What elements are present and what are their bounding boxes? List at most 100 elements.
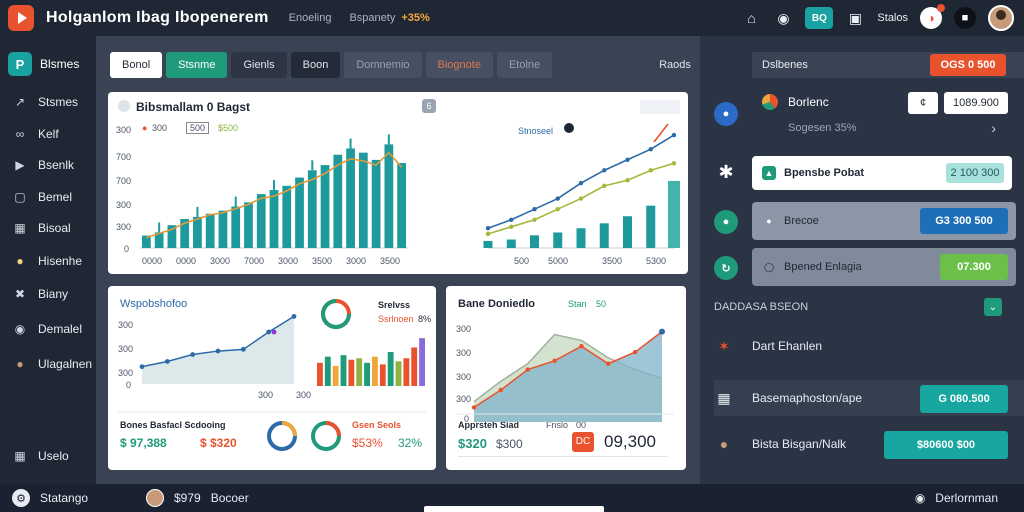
- top-meta-1[interactable]: Enoeling: [288, 12, 332, 24]
- chat-icon[interactable]: ◉: [914, 491, 926, 505]
- balance-input[interactable]: 1089.900: [944, 92, 1008, 114]
- brecoe-box[interactable]: ● Brecoe G3 300 500: [752, 202, 1016, 240]
- currency-button[interactable]: ¢: [908, 92, 938, 114]
- point: [632, 349, 638, 355]
- sidebar-item-8[interactable]: ● Ulagalnen: [12, 356, 96, 372]
- teal-button[interactable]: BQ: [805, 7, 834, 29]
- bar: [387, 352, 394, 386]
- box-button[interactable]: 07.300: [940, 254, 1008, 280]
- ytick-0: 300: [456, 324, 472, 334]
- refresh-icon[interactable]: ↻: [714, 256, 738, 280]
- sidebar-item-label: Biany: [38, 287, 69, 301]
- home-icon[interactable]: ⌂: [747, 10, 756, 26]
- bar: [364, 362, 370, 386]
- point: [648, 146, 653, 152]
- dark-icon[interactable]: ■: [954, 7, 976, 29]
- grid-icon: ▦: [14, 449, 26, 463]
- right-header-button[interactable]: OGS 0 500: [930, 54, 1006, 76]
- gear-icon[interactable]: ⚙: [12, 489, 30, 507]
- bar: [346, 148, 355, 248]
- box-button[interactable]: G3 300 500: [920, 208, 1008, 234]
- list-item-button[interactable]: G 080.500: [920, 385, 1008, 413]
- list-item-1[interactable]: ▦ Basemaphoston/ape G 080.500: [714, 380, 1024, 416]
- sidebar-item-2[interactable]: ▶ Bsenlk: [12, 157, 96, 173]
- bar: [379, 364, 386, 386]
- footer-val-1: $ 97,388: [120, 436, 167, 450]
- sidebar-item-4[interactable]: ▦ Bisoal: [12, 220, 96, 236]
- target-icon[interactable]: ◉: [777, 9, 790, 26]
- main-chart-card: Bibsmallam 0 Bagst 6 ● 300 500 $500 Stno…: [108, 92, 688, 274]
- grid-icon[interactable]: ▣: [848, 9, 863, 26]
- tab-3[interactable]: Boon: [290, 52, 341, 78]
- point: [190, 352, 196, 357]
- tab-1[interactable]: Stsnme: [166, 52, 228, 78]
- wallet-icon[interactable]: ●: [714, 102, 738, 126]
- main-right-label[interactable]: Raods: [650, 52, 700, 78]
- right-header: Dslbenes OGS 0 500: [752, 52, 1024, 78]
- settings-label[interactable]: Statango: [40, 491, 89, 505]
- tab-0[interactable]: Bonol: [110, 52, 163, 78]
- status-label[interactable]: Stalos: [877, 12, 908, 24]
- sidebar-item-label: Hisenhe: [38, 254, 83, 268]
- user-avatar-small[interactable]: [146, 489, 164, 507]
- point: [555, 196, 560, 201]
- bar: [395, 361, 402, 386]
- list-item-0[interactable]: ✶ Dart Ehanlen: [714, 328, 1024, 364]
- app-logo[interactable]: [8, 5, 34, 31]
- horizontal-scrollbar[interactable]: [424, 506, 604, 512]
- point: [555, 206, 560, 212]
- tab-4[interactable]: Domnemio: [344, 52, 422, 78]
- bar: [332, 365, 339, 386]
- chevron-right-icon[interactable]: ›: [991, 120, 996, 136]
- ytick-1: 300: [456, 348, 472, 358]
- sidebar-item-1[interactable]: ∞ Kelf: [12, 126, 96, 142]
- balance-row: Borlenc ¢ 1089.900 Sogesen 35% ›: [752, 88, 1024, 144]
- brand-icon: P: [8, 52, 32, 76]
- ytick-0: 300: [118, 320, 134, 330]
- enlagia-box[interactable]: ◯ Bpened Enlagia 07.300: [752, 248, 1016, 286]
- list-item-button[interactable]: $80600 $00: [884, 431, 1008, 459]
- swap-icon[interactable]: ●: [714, 210, 738, 234]
- box-icon: ●: [766, 216, 772, 226]
- sidebar-brand[interactable]: P Blsmes: [8, 52, 79, 76]
- box-button[interactable]: 2 100 300: [946, 163, 1004, 183]
- tab-5[interactable]: Biognote: [425, 52, 493, 78]
- pobat-box[interactable]: ▲ Bpensbe Pobat 2 100 300: [752, 156, 1012, 190]
- sidebar-item-6[interactable]: ✖ Biany: [12, 286, 96, 302]
- bar: [167, 225, 177, 248]
- top-meta-2[interactable]: Bspanety: [349, 12, 396, 24]
- avatar-icon: ●: [16, 357, 24, 371]
- tab-6[interactable]: Etolne: [496, 52, 553, 78]
- list-item-2[interactable]: ● Bista Bisgan/Nalk $80600 $00: [714, 426, 1024, 462]
- legend-chip[interactable]: [640, 100, 680, 114]
- sidebar-item-0[interactable]: ↗ Stsmes: [12, 94, 96, 110]
- area-chart-card: Bane Doniedlo Stan 50 300 300 300 300 0 …: [446, 286, 686, 470]
- point: [271, 329, 277, 335]
- area-fill: [474, 331, 662, 422]
- area-fill: [142, 316, 294, 384]
- chevron-down-icon[interactable]: ⌄: [984, 298, 1002, 316]
- ytick-5: 0: [124, 244, 130, 254]
- bar: [307, 170, 317, 248]
- right-panel: Dslbenes OGS 0 500 ● ✱ ● ↻ Borlenc ¢ 108…: [700, 36, 1024, 484]
- badge[interactable]: DC: [572, 432, 594, 452]
- point: [525, 367, 530, 372]
- footer-label: Apprsteh Siad: [458, 420, 520, 430]
- xtick-2: 3000: [210, 256, 231, 266]
- sidebar-item-5[interactable]: ● Hisenhe: [12, 253, 96, 269]
- bar: [348, 359, 355, 386]
- sidebar-item-3[interactable]: ▢ Bemel: [12, 189, 96, 205]
- main-area: Bonol Stsnme Gienls Boon Domnemio Biogno…: [96, 36, 700, 484]
- bottom-right-label[interactable]: Derlornman: [935, 491, 998, 505]
- point: [578, 196, 584, 201]
- tools-icon: ✖: [14, 287, 26, 301]
- spinner-icon[interactable]: ✱: [718, 161, 734, 182]
- point: [139, 364, 145, 370]
- corner-button[interactable]: 6: [422, 99, 436, 113]
- tab-2[interactable]: Gienls: [231, 52, 287, 78]
- user-avatar[interactable]: [988, 5, 1014, 31]
- toggle-icon[interactable]: ◑: [920, 4, 945, 29]
- bar: [419, 338, 425, 386]
- sidebar-item-7[interactable]: ◉ Demalel: [12, 321, 96, 337]
- sidebar-item-9[interactable]: ▦ Uselo: [12, 448, 96, 464]
